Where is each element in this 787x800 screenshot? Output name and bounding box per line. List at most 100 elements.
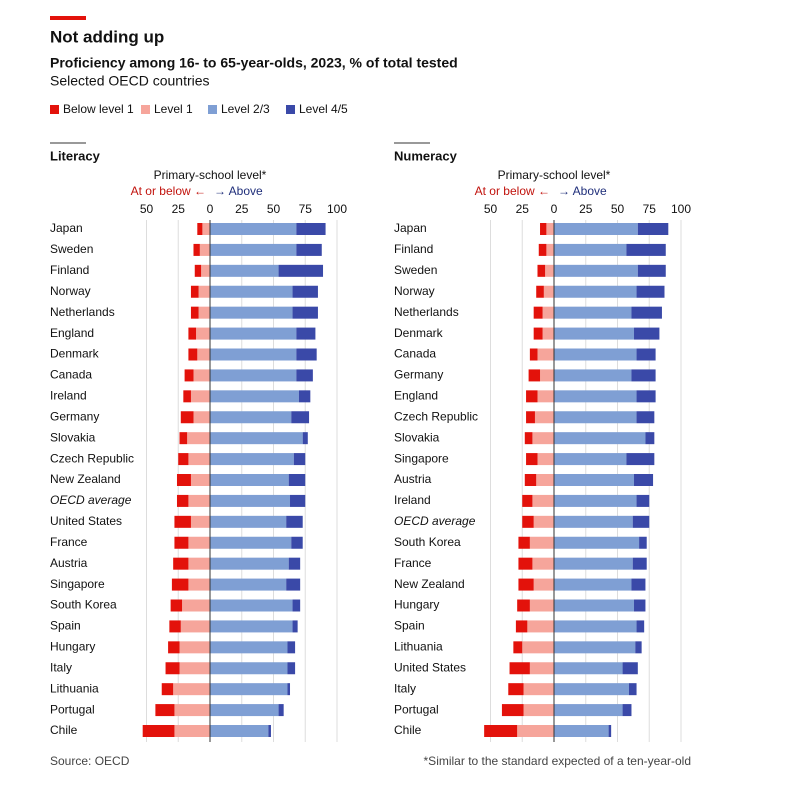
category-label: Slovakia: [394, 430, 440, 444]
bar-segment: [287, 641, 296, 654]
bar-segment: [291, 536, 303, 549]
category-label: South Korea: [394, 535, 461, 549]
bar-segment: [554, 662, 623, 675]
bar-segment: [518, 578, 534, 591]
category-label: OECD average: [394, 514, 476, 528]
bar-segment: [554, 327, 635, 340]
bar-segment: [529, 348, 538, 361]
bar-segment: [210, 432, 303, 445]
bar-segment: [173, 683, 210, 696]
bar-segment: [291, 411, 310, 424]
bar-segment: [537, 390, 554, 403]
bar-segment: [210, 369, 297, 382]
bar-segment: [293, 453, 306, 466]
bar-segment: [210, 557, 289, 570]
bar-segment: [533, 306, 543, 319]
bar-segment: [178, 453, 189, 466]
legend-swatch: [286, 105, 295, 114]
category-label: Chile: [394, 723, 422, 737]
bar-segment: [536, 285, 544, 298]
bar-segment: [292, 599, 301, 612]
category-label: England: [394, 389, 438, 403]
category-label: Sweden: [50, 242, 93, 256]
bar-segment: [278, 264, 324, 277]
category-label: Hungary: [394, 598, 439, 612]
bar-segment: [526, 453, 538, 466]
bar-segment: [288, 474, 306, 486]
bar-segment: [528, 369, 541, 382]
bar-segment: [636, 494, 650, 507]
bar-segment: [554, 411, 637, 424]
category-label: South Korea: [50, 598, 117, 612]
category-label: England: [50, 326, 94, 340]
bar-segment: [554, 599, 635, 612]
axis-label: Primary-school level*: [498, 168, 611, 182]
bar-segment: [484, 725, 518, 737]
bar-segment: [554, 620, 637, 633]
category-label: Hungary: [50, 640, 95, 654]
bar-segment: [542, 327, 554, 340]
bar-segment: [545, 264, 554, 277]
bar-segment: [182, 599, 210, 612]
category-label: Italy: [394, 681, 416, 695]
bar-segment: [527, 620, 554, 633]
title: Not adding up: [50, 27, 164, 46]
bar-segment: [168, 641, 180, 654]
bar-segment: [529, 662, 554, 675]
category-label: Germany: [394, 368, 443, 382]
bar-segment: [537, 453, 554, 466]
bar-segment: [626, 453, 655, 466]
x-tick-label: 50: [611, 202, 625, 216]
category-label: Canada: [394, 347, 436, 361]
x-tick-label: 25: [235, 202, 249, 216]
bar-segment: [210, 494, 291, 507]
bar-segment: [554, 683, 629, 696]
bar-segment: [554, 348, 637, 361]
bar-segment: [554, 494, 637, 507]
x-tick-label: 0: [207, 202, 214, 216]
category-label: Ireland: [50, 389, 87, 403]
footnote: *Similar to the standard expected of a t…: [424, 754, 691, 768]
bar-segment: [296, 369, 313, 382]
bar-segment: [554, 432, 646, 445]
bar-segment: [554, 557, 633, 570]
right-label: → Above: [558, 184, 607, 198]
bar-segment: [554, 725, 609, 737]
bar-segment: [288, 557, 301, 570]
bar-segment: [174, 704, 210, 717]
bar-segment: [636, 348, 656, 361]
bar-segment: [190, 306, 199, 319]
bar-segment: [628, 683, 637, 696]
legend-label: Level 4/5: [299, 102, 348, 116]
category-label: Spain: [394, 619, 425, 633]
x-tick-label: 50: [267, 202, 281, 216]
legend-swatch: [208, 105, 217, 114]
bar-segment: [201, 264, 210, 277]
bar-segment: [210, 641, 288, 654]
bar-segment: [286, 578, 301, 591]
bar-segment: [190, 474, 210, 486]
bar-segment: [179, 662, 210, 675]
bar-segment: [210, 620, 293, 633]
bar-segment: [210, 348, 297, 361]
category-label: France: [50, 535, 88, 549]
bar-segment: [637, 264, 666, 277]
bar-segment: [540, 369, 554, 382]
bar-segment: [184, 369, 194, 382]
category-label: Denmark: [394, 326, 444, 340]
bar-segment: [210, 599, 293, 612]
bar-segment: [193, 369, 210, 382]
bar-segment: [176, 474, 191, 486]
bar-segment: [210, 536, 292, 549]
brand-bar: [50, 16, 86, 20]
bar-segment: [198, 285, 210, 298]
category-label: Sweden: [394, 263, 437, 277]
bar-segment: [188, 348, 198, 361]
bar-segment: [296, 243, 322, 256]
bar-segment: [554, 536, 640, 549]
category-label: Norway: [394, 284, 435, 298]
left-label: At or below ←: [131, 184, 206, 198]
category-label: Canada: [50, 368, 92, 382]
bar-segment: [180, 411, 194, 424]
bar-segment: [622, 704, 632, 717]
